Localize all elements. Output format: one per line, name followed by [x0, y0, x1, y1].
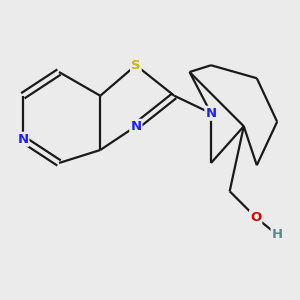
Text: S: S — [131, 59, 141, 72]
Text: N: N — [17, 133, 28, 146]
Text: N: N — [130, 120, 141, 133]
Text: N: N — [206, 107, 217, 120]
Text: O: O — [250, 211, 261, 224]
Text: H: H — [272, 228, 283, 241]
